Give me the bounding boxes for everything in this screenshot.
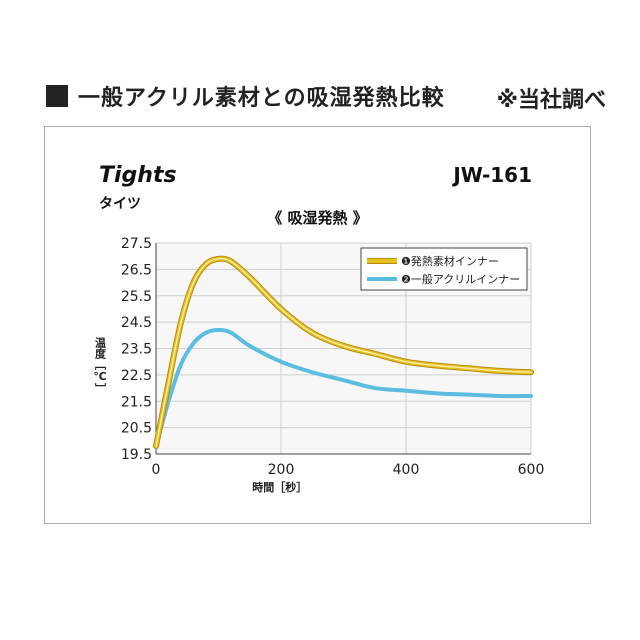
y-tick-label: 22.5 xyxy=(121,368,152,384)
chart-title: 《 吸湿発熱 》 xyxy=(267,209,368,227)
header-square-icon xyxy=(46,85,68,107)
x-tick-label: 200 xyxy=(268,462,295,478)
chart-panel: Tights タイツ JW-161 《 吸湿発熱 》 27.5 26.5 25.5 2… xyxy=(44,126,591,524)
page-title: 一般アクリル素材との吸湿発熱比較 xyxy=(78,86,445,111)
page-header: 一般アクリル素材との吸湿発熱比較 ※当社調べ xyxy=(46,78,606,114)
y-tick-label: 19.5 xyxy=(121,447,152,463)
y-tick-label: 26.5 xyxy=(121,262,152,278)
x-tick-label: 0 xyxy=(152,462,161,478)
y-tick-label: 23.5 xyxy=(121,342,152,358)
legend-box xyxy=(360,247,528,291)
y-tick-label: 21.5 xyxy=(121,394,152,410)
x-tick-label: 400 xyxy=(393,462,420,478)
series-line xyxy=(154,328,533,449)
y-tick-label: 24.5 xyxy=(121,315,152,331)
y-tick-label: 25.5 xyxy=(121,289,152,305)
x-axis-label: 時間［秒］ xyxy=(252,480,307,494)
chart-svg: 27.5 26.5 25.5 24.5 23.5 22.5 21.5 20.5 19.50 200… xyxy=(93,236,545,494)
x-tick-label: 600 xyxy=(518,462,545,478)
y-tick-label: 27.5 xyxy=(121,236,152,252)
legend-label: ❷一般アクリルインナー xyxy=(401,273,520,286)
series-line-highlight xyxy=(155,258,532,447)
product-name: Tights xyxy=(99,163,177,188)
product-code: JW-161 xyxy=(453,163,532,187)
product-subtitle: タイツ xyxy=(99,196,141,212)
source-note: ※当社調べ xyxy=(496,88,606,113)
y-tick-label: 20.5 xyxy=(121,421,152,437)
y-axis-label: 温度［℃］ xyxy=(93,336,106,394)
legend-label: ❶発熱素材インナー xyxy=(401,254,499,268)
